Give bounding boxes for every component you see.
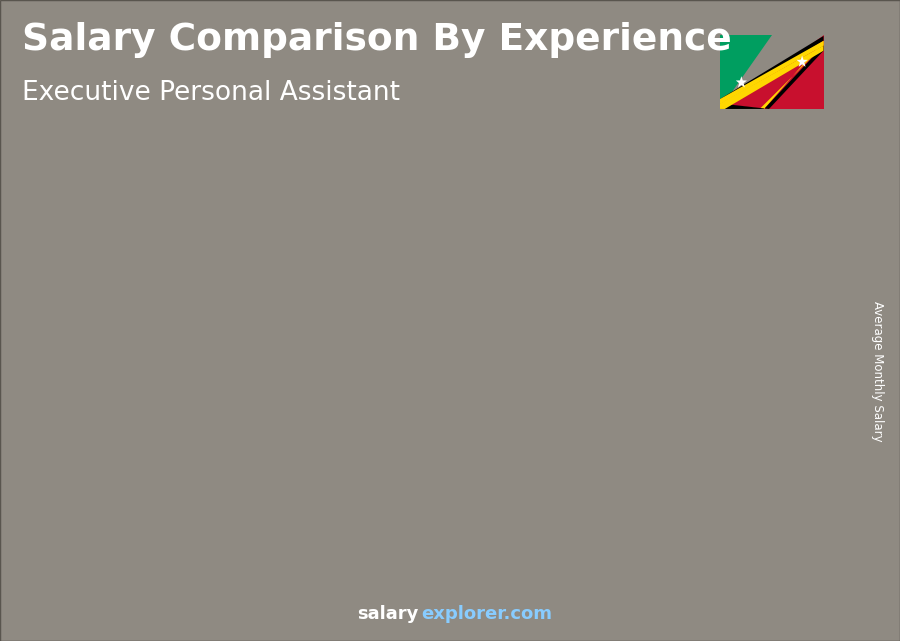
Polygon shape <box>323 385 394 564</box>
Polygon shape <box>720 41 824 109</box>
Polygon shape <box>784 226 797 564</box>
Polygon shape <box>720 46 824 109</box>
Polygon shape <box>720 35 772 109</box>
Polygon shape <box>193 433 277 445</box>
Text: salary: salary <box>357 605 418 623</box>
Text: +nan%: +nan% <box>242 326 319 345</box>
Polygon shape <box>720 41 824 104</box>
Polygon shape <box>323 373 408 385</box>
Polygon shape <box>736 76 747 88</box>
Polygon shape <box>583 266 667 278</box>
Polygon shape <box>583 278 654 564</box>
Polygon shape <box>63 481 148 492</box>
Polygon shape <box>720 35 824 109</box>
Polygon shape <box>720 46 824 109</box>
Text: 0 XCD: 0 XCD <box>210 413 256 428</box>
Text: +nan%: +nan% <box>502 219 579 238</box>
Polygon shape <box>63 492 134 564</box>
Text: 0 XCD: 0 XCD <box>599 246 645 261</box>
Text: Salary Comparison By Experience: Salary Comparison By Experience <box>22 22 733 58</box>
Text: 0 XCD: 0 XCD <box>79 460 125 476</box>
Polygon shape <box>720 36 824 104</box>
Polygon shape <box>453 322 537 333</box>
Polygon shape <box>654 266 667 564</box>
Text: +nan%: +nan% <box>112 386 189 405</box>
Text: 0 XCD: 0 XCD <box>339 353 385 368</box>
Text: Executive Personal Assistant: Executive Personal Assistant <box>22 80 400 106</box>
Text: Average Monthly Salary: Average Monthly Salary <box>871 301 884 442</box>
Polygon shape <box>525 322 537 564</box>
Polygon shape <box>134 481 148 564</box>
Polygon shape <box>720 46 824 109</box>
Polygon shape <box>193 445 265 564</box>
Polygon shape <box>713 238 784 564</box>
Polygon shape <box>453 333 525 564</box>
Polygon shape <box>796 56 807 67</box>
Text: 0 XCD: 0 XCD <box>729 206 776 221</box>
Text: +nan%: +nan% <box>632 179 709 198</box>
Text: +nan%: +nan% <box>372 275 449 294</box>
Polygon shape <box>394 373 408 564</box>
Polygon shape <box>265 433 277 564</box>
Text: 0 XCD: 0 XCD <box>469 301 516 317</box>
Polygon shape <box>713 226 797 238</box>
Text: explorer.com: explorer.com <box>421 605 553 623</box>
